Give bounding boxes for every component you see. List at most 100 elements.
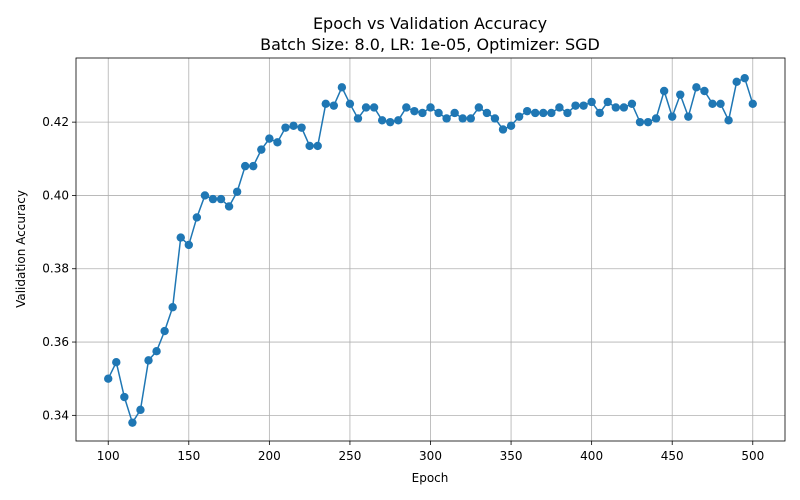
- data-point: [434, 108, 443, 118]
- data-point: [240, 161, 250, 171]
- y-tick-label: 0.34: [42, 408, 69, 422]
- data-point: [232, 187, 242, 196]
- data-point: [128, 418, 137, 427]
- data-point: [563, 108, 572, 118]
- data-point: [748, 99, 757, 109]
- data-points: [104, 73, 757, 427]
- data-point: [458, 114, 467, 123]
- data-point: [224, 202, 234, 211]
- y-tick-label: 0.38: [42, 262, 69, 276]
- data-point: [684, 112, 693, 121]
- data-point: [498, 125, 508, 134]
- data-point: [369, 103, 379, 112]
- data-point: [635, 117, 645, 127]
- data-point: [474, 103, 484, 112]
- data-point: [184, 240, 193, 250]
- x-axis-label: Epoch: [412, 471, 449, 485]
- chart-title: Epoch vs Validation Accuracy: [313, 14, 547, 33]
- data-point: [522, 106, 532, 116]
- data-point: [120, 392, 129, 402]
- x-tick-label: 450: [661, 449, 684, 463]
- data-point: [176, 233, 185, 242]
- data-point: [506, 121, 516, 130]
- data-point: [329, 101, 339, 110]
- data-point: [249, 161, 258, 171]
- data-point: [708, 99, 717, 109]
- data-point: [579, 101, 588, 110]
- data-point: [619, 103, 629, 112]
- data-point: [321, 99, 330, 109]
- data-point: [337, 83, 347, 92]
- data-point: [692, 83, 701, 92]
- data-point: [402, 103, 411, 112]
- data-point: [305, 141, 314, 151]
- data-point: [345, 99, 355, 109]
- data-point: [192, 213, 202, 222]
- data-point: [611, 103, 621, 112]
- data-point: [297, 123, 306, 132]
- data-point: [442, 114, 451, 123]
- x-tick-label: 150: [177, 449, 200, 463]
- data-point: [216, 194, 226, 204]
- data-point: [361, 103, 371, 112]
- data-point: [152, 347, 161, 356]
- data-point: [482, 108, 492, 118]
- data-point: [555, 103, 564, 112]
- chart-subtitle: Batch Size: 8.0, LR: 1e-05, Optimizer: S…: [260, 35, 600, 54]
- data-point: [571, 101, 580, 110]
- grid: [76, 58, 785, 441]
- data-point: [200, 191, 210, 200]
- data-point: [273, 138, 282, 147]
- data-point: [410, 106, 419, 116]
- data-point: [377, 116, 387, 125]
- data-point: [732, 77, 741, 87]
- data-point: [700, 86, 709, 96]
- data-point: [539, 108, 548, 118]
- y-axis-label: Validation Accuracy: [14, 190, 28, 308]
- data-point: [716, 99, 725, 109]
- data-point: [651, 114, 661, 123]
- data-point: [104, 374, 113, 383]
- data-point: [136, 405, 145, 415]
- data-point: [160, 326, 169, 336]
- data-point: [386, 117, 395, 127]
- y-tick-label: 0.36: [42, 335, 69, 349]
- data-point: [466, 114, 475, 123]
- data-point: [418, 108, 427, 118]
- data-point: [531, 108, 540, 118]
- data-point: [313, 141, 322, 151]
- data-point: [208, 194, 218, 204]
- data-point: [595, 108, 604, 118]
- x-tick-label: 300: [419, 449, 442, 463]
- data-point: [587, 97, 596, 107]
- data-point: [676, 90, 685, 99]
- data-point: [724, 116, 733, 125]
- y-tick-label: 0.42: [42, 115, 69, 129]
- plot-frame: [75, 57, 786, 442]
- data-point: [257, 145, 266, 154]
- x-tick-label: 500: [741, 449, 764, 463]
- x-tick-label: 350: [500, 449, 523, 463]
- data-point: [353, 114, 363, 123]
- axis-ticks: 100 150 200 250 300 350 400 450 500 0.34 0.36 0.38 0…: [42, 115, 764, 463]
- data-point: [603, 97, 612, 107]
- data-point: [281, 123, 290, 132]
- data-point: [668, 112, 677, 121]
- y-tick-label: 0.40: [42, 188, 69, 202]
- data-point: [547, 108, 556, 118]
- data-point: [740, 73, 749, 83]
- data-point: [627, 99, 637, 109]
- data-point: [643, 117, 653, 127]
- data-point: [112, 358, 121, 367]
- data-point: [514, 112, 524, 121]
- data-point: [426, 103, 435, 112]
- x-tick-label: 250: [338, 449, 361, 463]
- data-point: [144, 356, 153, 365]
- data-point: [450, 108, 459, 118]
- data-point: [168, 303, 177, 312]
- data-point: [394, 116, 403, 125]
- data-point: [490, 114, 500, 123]
- data-point: [659, 86, 669, 96]
- x-tick-label: 100: [97, 449, 120, 463]
- data-point: [289, 121, 298, 130]
